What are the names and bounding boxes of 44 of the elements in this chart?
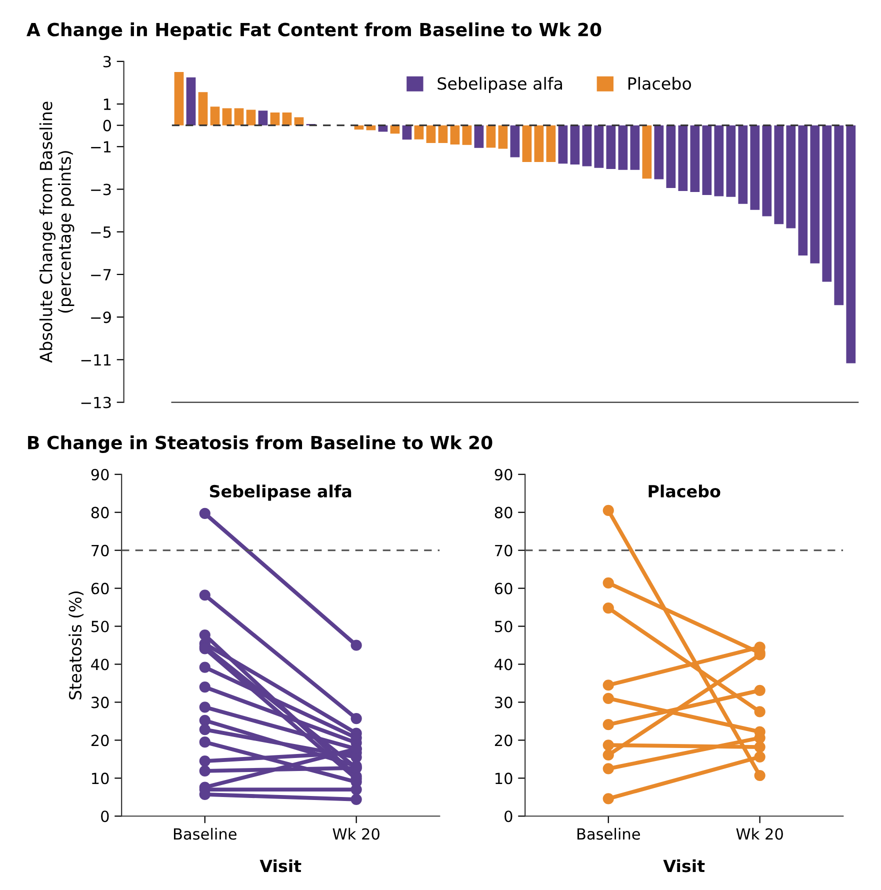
x-axis-title: Visit — [260, 859, 302, 872]
y-tick-label: −7 — [91, 269, 111, 280]
y-tick-label: 90 — [91, 468, 109, 480]
y-tick-label: 10 — [496, 772, 512, 784]
text: Placebo — [648, 484, 720, 498]
y-tick-label: 30 — [91, 696, 109, 708]
legend-label: Placebo — [628, 76, 691, 90]
y-tick-label: 30 — [494, 696, 512, 708]
y-tick-label: −13 — [81, 396, 111, 408]
y-tick-label: 60 — [494, 582, 512, 594]
y-tick-label: 80 — [494, 506, 512, 518]
x-tick-label: Wk 20 — [736, 828, 783, 840]
y-tick-label: 50 — [92, 620, 109, 632]
x-tick-label: Wk 20 — [332, 828, 380, 840]
y-tick-label: 0 — [103, 120, 111, 132]
x-tick-label: Baseline — [174, 828, 236, 840]
x-tick-label: Baseline — [577, 828, 640, 840]
y-axis-title: Absolute Change from Baseline (percentage points) — [39, 102, 74, 363]
y-tick-label: −1 — [91, 141, 111, 152]
y-tick-label: 80 — [91, 506, 109, 518]
y-tick-label: 40 — [91, 658, 109, 670]
y-tick-label: −9 — [91, 312, 111, 324]
y-tick-label: −5 — [91, 226, 111, 238]
y-tick-label: 70 — [495, 544, 512, 556]
y-tick-label: −11 — [81, 354, 111, 366]
y-axis-title: Steatosis (%) — [68, 591, 84, 700]
y-tick-label: 0 — [504, 810, 512, 822]
y-tick-label: 10 — [92, 772, 109, 784]
y-tick-label: 70 — [92, 544, 109, 556]
y-tick-label: 20 — [91, 734, 109, 746]
y-tick-label: 90 — [494, 468, 512, 480]
y-tick-label: 50 — [495, 620, 512, 632]
y-tick-label: 0 — [101, 810, 109, 822]
legend-label: Sebelipase alfa — [438, 76, 562, 94]
text: Sebelipase alfa — [210, 484, 352, 501]
y-tick-label: 60 — [91, 582, 109, 594]
chart-title: A Change in Hepatic Fat Content from Baseline to Wk 20 — [26, 22, 602, 40]
y-tick-label: 20 — [494, 734, 512, 746]
chart-title: B Change in Steatosis from Baseline to Wk 20 — [28, 435, 492, 454]
y-tick-label: 3 — [103, 56, 111, 68]
x-axis-title: Visit — [663, 859, 705, 872]
y-tick-label: 1 — [104, 98, 111, 110]
y-tick-label: 40 — [494, 658, 512, 670]
y-tick-label: −3 — [91, 184, 111, 196]
